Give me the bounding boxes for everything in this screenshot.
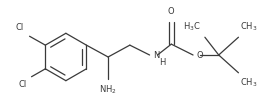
- Text: Cl: Cl: [18, 80, 27, 89]
- Text: O: O: [197, 51, 204, 59]
- Text: CH$_3$: CH$_3$: [240, 77, 258, 89]
- Text: H$_3$C: H$_3$C: [183, 21, 201, 33]
- Text: CH$_3$: CH$_3$: [240, 21, 258, 33]
- Text: H: H: [159, 58, 166, 67]
- Text: N: N: [154, 51, 160, 59]
- Text: Cl: Cl: [15, 23, 24, 32]
- Text: NH$_2$: NH$_2$: [99, 84, 117, 96]
- Text: O: O: [168, 8, 175, 17]
